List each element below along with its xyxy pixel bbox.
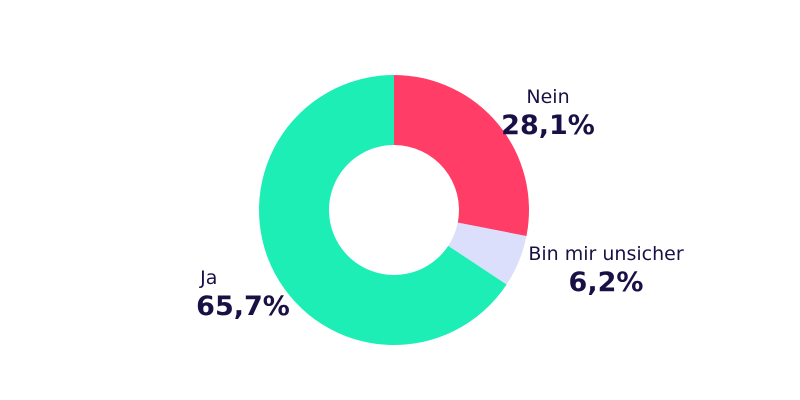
slice-label-unsicher: Bin mir unsicher xyxy=(528,243,684,265)
slice-label-nein: Nein xyxy=(526,86,570,108)
label-unsicher: Bin mir unsicher 6,2% xyxy=(528,243,683,298)
slice-label-ja: Ja xyxy=(200,267,218,289)
donut-slice-nein xyxy=(394,75,529,237)
slice-value-unsicher: 6,2% xyxy=(568,267,644,298)
slice-value-ja: 65,7% xyxy=(196,291,290,322)
donut-slice-bin-mir-unsicher xyxy=(448,222,527,285)
donut-slice-ja xyxy=(258,75,507,345)
label-nein: Nein 28,1% xyxy=(501,86,595,141)
slice-value-nein: 28,1% xyxy=(501,110,595,141)
label-ja: Ja 65,7% xyxy=(196,267,290,322)
